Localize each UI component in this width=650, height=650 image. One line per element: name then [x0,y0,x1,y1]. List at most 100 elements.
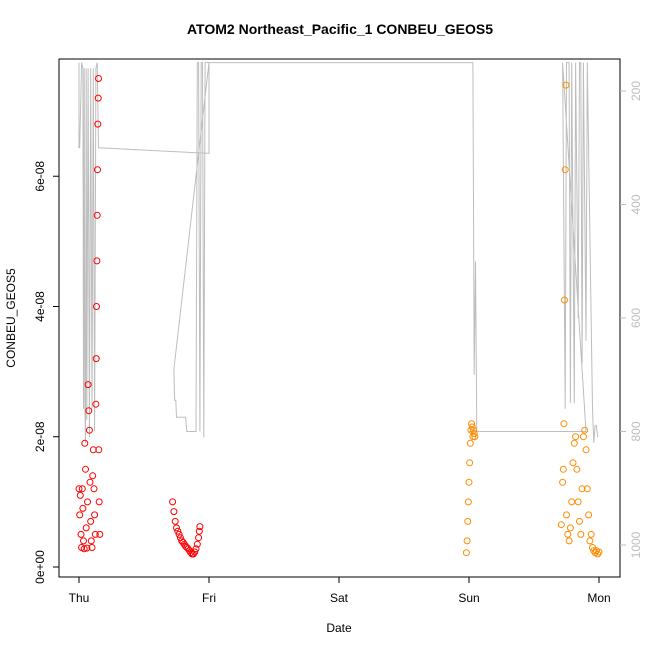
point-red [87,537,95,545]
point-orange [462,549,470,557]
point-red [196,523,204,531]
point-red [82,524,90,532]
x-tick-label: Thu [69,591,90,605]
point-orange [470,426,478,434]
point-orange [466,439,474,447]
y-tick-label: 6e-08 [33,161,47,192]
point-red [175,530,183,538]
point-orange [582,446,590,454]
point-orange [583,485,591,493]
point-orange [573,465,581,473]
point-orange [465,478,473,486]
y2-tick-label: 1000 [629,531,643,558]
point-red [84,381,92,389]
point-red [76,491,84,499]
point-orange [585,511,593,519]
plot-frame [58,58,621,578]
point-orange [471,433,479,441]
point-orange [561,166,569,174]
point-red [193,540,201,548]
point-orange [466,459,474,467]
point-red [92,355,100,363]
point-red [91,530,99,538]
point-red [75,485,83,493]
y-axis-label: CONBEU_GEOS5 [4,268,18,368]
point-orange [562,81,570,89]
point-orange [579,433,587,441]
point-red [80,537,87,545]
point-red [191,548,199,556]
x-tick-label: Sun [458,591,479,605]
point-red [87,517,95,525]
point-orange [468,420,476,428]
point-orange [586,537,594,545]
point-red [82,465,89,473]
point-red [170,508,178,516]
point-red [93,257,101,265]
pressure-line-group [78,62,599,443]
x-tick-label: Mon [587,591,610,605]
y-tick-label: 2e-08 [33,421,47,452]
point-orange [566,524,574,532]
point-orange [574,498,582,506]
point-red [93,211,101,219]
point-orange [464,498,472,506]
point-red [89,472,97,480]
point-red [171,517,179,525]
point-red [81,439,89,447]
point-red [92,400,100,408]
point-orange [594,550,602,558]
point-red [86,478,94,486]
point-orange [463,537,471,545]
point-orange [564,530,572,538]
point-red [88,544,96,551]
point-orange [561,296,568,304]
point-red [83,544,91,552]
point-red [94,94,102,102]
point-red [195,534,203,542]
y-tick-label: 0e+00 [33,550,47,584]
y-tick-label: 4e-08 [33,291,47,322]
point-orange [470,430,478,437]
point-orange [557,521,565,529]
point-orange [559,478,567,486]
point-red [95,75,102,82]
point-orange [570,439,578,447]
point-red [192,545,200,553]
point-red [90,485,98,493]
point-red [85,426,93,434]
point-orange [578,485,586,493]
point-red [77,530,85,538]
x-axis-label: Date [326,621,352,635]
point-orange [468,423,476,431]
point-orange [572,433,580,441]
point-red [96,530,104,538]
point-orange [577,530,585,538]
axes-group: Thu Fri Sat Sun Mon 0e+00 2e-08 4e-08 6e-08 200 40… [33,81,643,605]
point-orange [587,530,595,538]
point-red [174,527,182,535]
point-orange [464,517,472,525]
y2-tick-label: 600 [629,308,643,328]
point-red [85,407,93,415]
point-red [93,303,100,310]
x-tick-label: Sat [330,591,349,605]
point-orange [469,433,477,441]
point-orange [576,517,583,525]
point-red [94,120,102,128]
point-orange [569,459,577,467]
point-red [195,527,203,535]
point-orange [560,420,568,428]
point-orange [563,511,570,519]
y2-tick-label: 400 [629,194,643,214]
chart-title: ATOM2 Northeast_Pacific_1 CONBEU_GEOS5 [187,21,493,37]
point-orange [595,548,603,556]
point-red [95,446,103,454]
point-red [84,498,91,506]
x-tick-label: Fri [202,591,216,605]
points-group [75,75,603,558]
pressure-line [78,62,599,443]
point-red [78,485,86,493]
y2-tick-label: 200 [629,81,643,101]
point-orange [568,498,576,506]
